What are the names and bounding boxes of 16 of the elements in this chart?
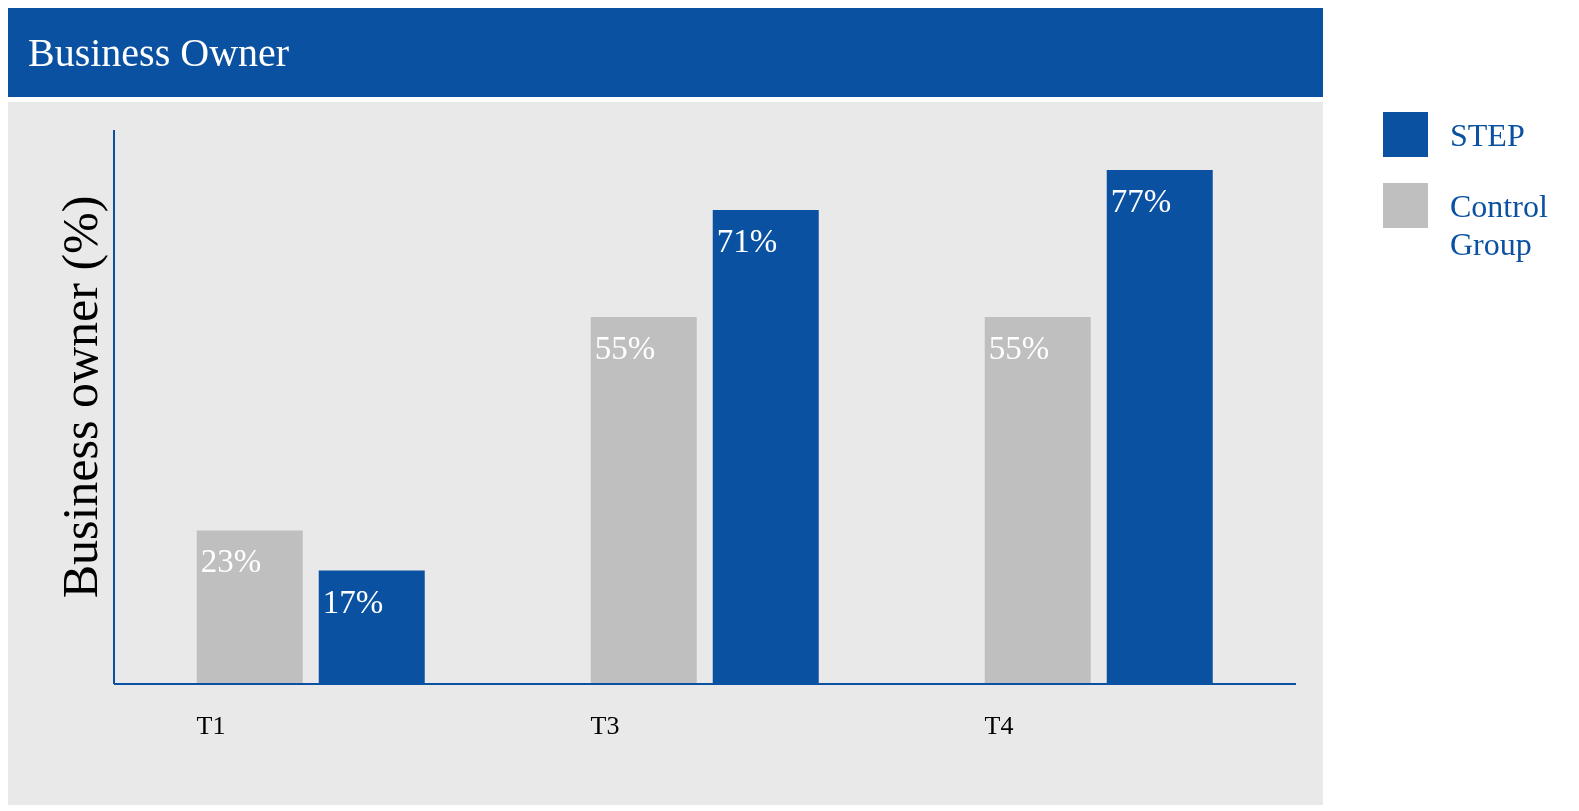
data-label: 17% xyxy=(322,583,384,620)
y-axis-title: Business owner (%) xyxy=(52,195,108,599)
x-tick-label: T1 xyxy=(196,711,226,740)
x-tick-label: T4 xyxy=(984,711,1014,740)
bar xyxy=(196,530,303,684)
legend-label: STEP xyxy=(1450,116,1526,154)
data-label: 55% xyxy=(988,329,1050,366)
bar xyxy=(590,316,697,684)
data-label: 55% xyxy=(594,329,656,366)
x-tick-label: T3 xyxy=(590,711,620,740)
data-label: 77% xyxy=(1110,183,1172,220)
data-label: 71% xyxy=(716,223,778,260)
bar xyxy=(984,316,1091,684)
legend-label: Control Group xyxy=(1450,187,1549,263)
data-label: 23% xyxy=(200,543,262,580)
chart-title: Business Owner xyxy=(8,8,1323,97)
